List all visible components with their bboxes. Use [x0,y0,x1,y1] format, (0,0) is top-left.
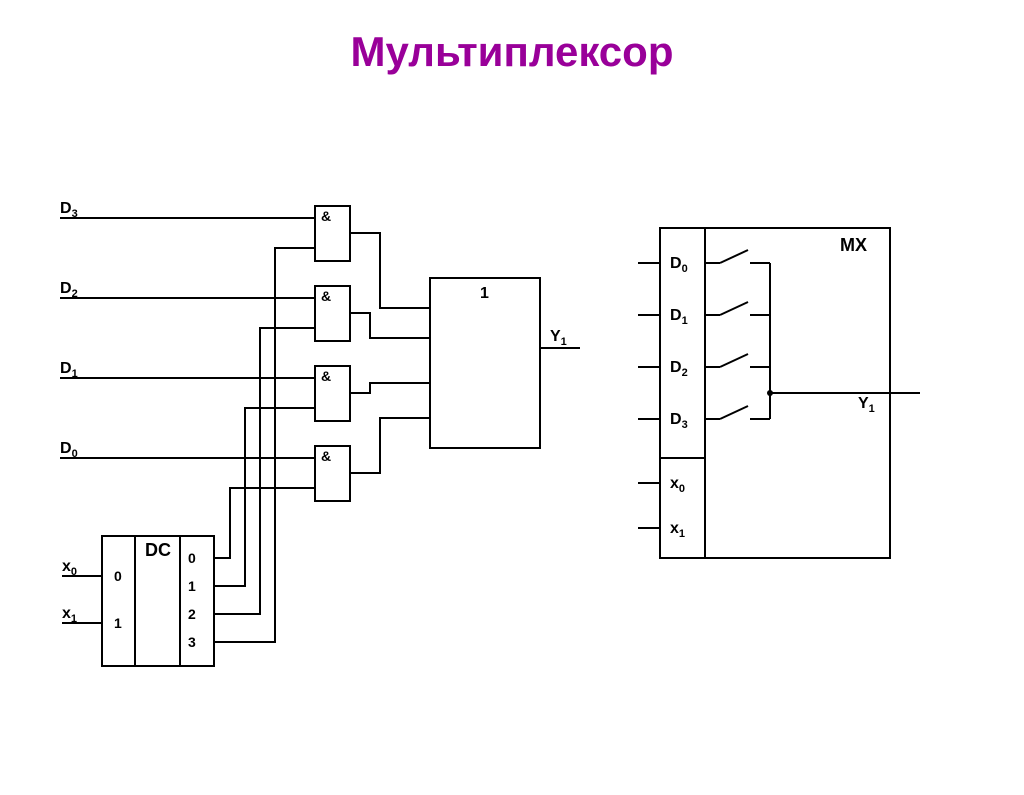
dc-out-2: 2 [188,606,196,622]
or-label: 1 [480,285,489,302]
and-label-2: & [321,288,331,304]
label-y1-left: Y1 [550,328,567,348]
wire-and2-or [350,313,430,338]
dc-title: DC [145,540,171,560]
mx-title: MX [840,235,867,255]
or-gate [430,278,540,448]
dc-out-1: 1 [188,578,196,594]
and-label-3: & [321,208,331,224]
wire-and0-or [350,418,430,473]
dc-out-0: 0 [188,550,196,566]
wire-dc0 [214,488,315,558]
page-title: Мультиплексор [0,28,1024,76]
and-label-0: & [321,448,331,464]
dc-in-1: 1 [114,615,122,631]
and-label-1: & [321,368,331,384]
wire-and1-or [350,383,430,393]
dc-out-3: 3 [188,634,196,650]
diagram-svg: D3 D2 D1 D0 & & & & 1 Y1 DC x0 0 x1 1 0 … [60,168,980,728]
wire-dc2 [214,328,315,614]
dc-in-0: 0 [114,568,122,584]
wire-dc3 [214,248,315,642]
wire-and3-or [350,233,430,308]
